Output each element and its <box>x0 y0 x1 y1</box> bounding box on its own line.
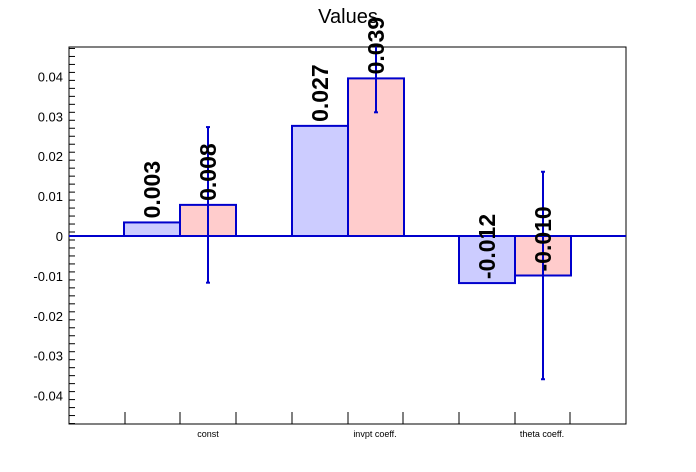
x-tick-label-theta: theta coeff. <box>520 429 564 439</box>
y-axis: 0.04 0.03 0.02 0.01 0 -0.01 -0.02 -0.03 -0.04 <box>33 47 75 425</box>
y-tick-label: 0.03 <box>38 109 63 124</box>
data-label-0: 0.003 <box>139 161 165 219</box>
error-bars-group <box>206 43 545 381</box>
y-tick-label: 0.04 <box>38 69 63 84</box>
data-labels-group: 0.003 0.008 0.027 0.039 -0.012 -0.010 <box>139 17 556 279</box>
y-tick-label: -0.03 <box>33 349 63 364</box>
x-tick-label-invpt: invpt coeff. <box>353 429 396 439</box>
y-tick-label: -0.01 <box>33 269 63 284</box>
bar-0 <box>123 221 181 238</box>
data-label-5: -0.010 <box>530 206 556 271</box>
x-axis: const invpt coeff. theta coeff. <box>124 412 571 439</box>
y-tick-label: 0.02 <box>38 149 63 164</box>
data-label-2: 0.027 <box>307 64 333 122</box>
y-tick-label: -0.04 <box>33 389 63 404</box>
y-tick-label: 0 <box>56 229 63 244</box>
x-tick-label-const: const <box>197 429 219 439</box>
data-label-3: 0.039 <box>363 17 389 75</box>
bar-2 <box>291 124 349 237</box>
bars-group <box>123 77 572 285</box>
y-tick-label: -0.02 <box>33 309 63 324</box>
data-label-1: 0.008 <box>195 143 221 201</box>
data-label-4: -0.012 <box>474 214 500 279</box>
chart-title: Values <box>318 6 378 28</box>
y-tick-label: 0.01 <box>38 189 63 204</box>
